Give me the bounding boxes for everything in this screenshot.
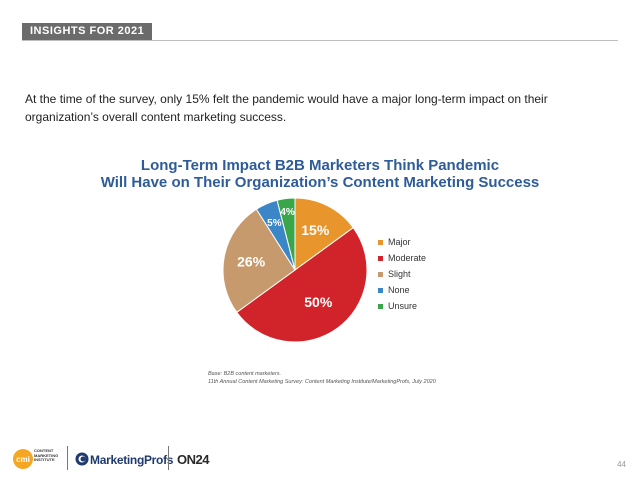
legend-label: Moderate	[388, 253, 427, 263]
legend-item-slight: Slight	[378, 266, 426, 282]
logo-divider	[168, 446, 169, 470]
cmi-logo-text: CONTENT MARKETING INSTITUTE	[34, 448, 59, 462]
pie-slice-moderate	[236, 226, 368, 343]
chart-notes: Base: B2B content marketers. 11th Annual…	[208, 370, 436, 386]
pie-label-major: 15%	[301, 222, 330, 238]
cmi-logo-mark: cmi	[16, 455, 30, 464]
legend-item-unsure: Unsure	[378, 298, 426, 314]
header-divider	[22, 40, 618, 41]
legend-label: Unsure	[388, 301, 418, 311]
pie-label-none: 5%	[267, 218, 282, 229]
legend-swatch	[378, 239, 383, 245]
legend-label: None	[388, 285, 410, 295]
pie-slice-slight	[222, 208, 296, 314]
section-label: INSIGHTS FOR 2021	[22, 23, 153, 40]
legend-swatch	[378, 271, 383, 277]
marketingprofs-logo-text: MarketingProfs	[90, 453, 174, 467]
source-note: 11th Annual Content Marketing Survey: Co…	[208, 379, 436, 385]
chart-title-line-2: Will Have on Their Organization’s Conten…	[100, 174, 540, 191]
chart-title-line-1: Long-Term Impact B2B Marketers Think Pan…	[140, 157, 500, 174]
legend-item-none: None	[378, 282, 426, 298]
legend-label: Major	[388, 237, 411, 247]
legend-item-moderate: Moderate	[378, 250, 426, 266]
pie-label-slight: 26%	[237, 254, 266, 270]
page-number: 44	[617, 460, 626, 469]
legend-swatch	[378, 255, 383, 261]
pie-slice-major	[294, 197, 354, 271]
legend-item-major: Major	[378, 234, 426, 250]
chart-legend: Major Moderate Slight None Unsure	[378, 234, 426, 314]
intro-text: At the time of the survey, only 15% felt…	[25, 92, 548, 124]
legend-swatch	[378, 303, 383, 309]
on24-logo-text: ON24	[177, 452, 209, 467]
marketingprofs-logo-icon	[75, 452, 89, 466]
logo-divider	[67, 446, 68, 470]
pie-label-moderate: 50%	[304, 294, 333, 310]
pie-label-unsure: 4%	[280, 207, 295, 218]
base-note: Base: B2B content marketers.	[208, 371, 282, 377]
pie-slice-unsure	[276, 197, 296, 271]
legend-swatch	[378, 287, 383, 293]
legend-label: Slight	[388, 269, 411, 279]
chart-title: Long-Term Impact B2B Marketers Think Pan…	[60, 157, 580, 191]
cmi-logo-icon: cmi	[13, 449, 33, 469]
